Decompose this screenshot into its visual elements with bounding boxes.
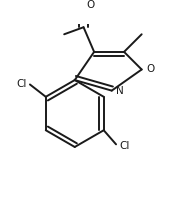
Text: Cl: Cl — [16, 79, 26, 89]
Text: Cl: Cl — [120, 141, 130, 151]
Text: O: O — [146, 64, 154, 75]
Text: O: O — [86, 0, 94, 10]
Text: N: N — [116, 86, 124, 96]
